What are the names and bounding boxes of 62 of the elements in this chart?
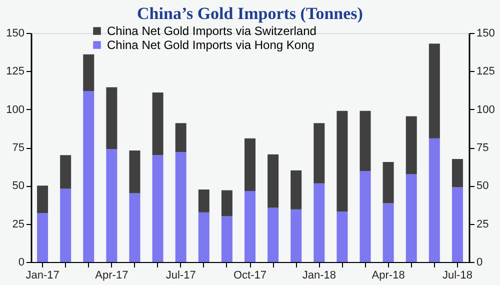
y2-tick-label: 75 bbox=[476, 142, 489, 154]
bar bbox=[290, 209, 302, 262]
bar bbox=[198, 189, 210, 212]
bar bbox=[268, 208, 279, 262]
y2-tick-label: 150 bbox=[476, 28, 495, 40]
bar bbox=[221, 190, 232, 216]
bar bbox=[37, 186, 48, 214]
x-tick-label: Jul-18 bbox=[442, 270, 472, 282]
bar bbox=[83, 54, 94, 92]
x-tick-label: Jan-18 bbox=[302, 270, 336, 282]
y-tick-label: 150 bbox=[6, 28, 24, 40]
bar bbox=[452, 158, 463, 188]
bar bbox=[314, 123, 325, 184]
y-tick-label: 100 bbox=[6, 104, 24, 116]
bar bbox=[106, 149, 118, 262]
bar bbox=[244, 138, 256, 192]
y-tick-label: 25 bbox=[12, 218, 24, 230]
bar bbox=[314, 183, 325, 262]
bar bbox=[175, 123, 186, 152]
chart-title: China’s Gold Imports (Tonnes) bbox=[137, 4, 363, 23]
x-tick-label: Jan-17 bbox=[26, 270, 60, 282]
bar bbox=[175, 152, 186, 262]
y-tick-label: 75 bbox=[12, 142, 24, 154]
bar bbox=[360, 171, 371, 262]
y2-tick-label: 125 bbox=[476, 66, 495, 78]
bar bbox=[428, 138, 440, 262]
y2-tick-label: 50 bbox=[476, 180, 489, 192]
y2-tick-label: 25 bbox=[476, 218, 489, 230]
bar bbox=[382, 203, 394, 262]
x-tick-label: Jul-17 bbox=[166, 270, 196, 282]
y2-tick-label: 100 bbox=[476, 104, 495, 116]
y-tick-label: 50 bbox=[12, 180, 24, 192]
bar bbox=[152, 155, 164, 262]
legend-label: China Net Gold Imports via Switzerland bbox=[107, 24, 316, 38]
x-tick-label: Apr-17 bbox=[95, 270, 128, 282]
y-tick-label: 125 bbox=[6, 66, 24, 78]
x-tick-label: Oct-17 bbox=[233, 270, 267, 282]
bar bbox=[268, 154, 279, 208]
bar bbox=[406, 174, 417, 262]
bar bbox=[336, 212, 348, 262]
x-tick-label: Apr-18 bbox=[372, 270, 405, 282]
bar bbox=[406, 116, 417, 174]
bar bbox=[106, 87, 118, 150]
bar bbox=[83, 91, 94, 262]
bar bbox=[221, 216, 232, 262]
bar bbox=[244, 191, 256, 262]
bar bbox=[290, 170, 302, 210]
y2-tick-label: 0 bbox=[476, 256, 483, 268]
bar bbox=[336, 110, 348, 212]
bar bbox=[452, 187, 463, 262]
legend-label: China Net Gold Imports via Hong Kong bbox=[107, 38, 314, 52]
bar bbox=[60, 188, 72, 262]
bar bbox=[382, 162, 394, 204]
bar bbox=[360, 110, 371, 172]
bar bbox=[60, 155, 72, 189]
bar bbox=[428, 44, 440, 138]
bar bbox=[129, 193, 140, 262]
y-tick-label: 0 bbox=[18, 256, 24, 268]
bar bbox=[129, 150, 140, 194]
bar bbox=[198, 212, 210, 262]
bar bbox=[37, 213, 48, 262]
bar bbox=[152, 92, 164, 156]
